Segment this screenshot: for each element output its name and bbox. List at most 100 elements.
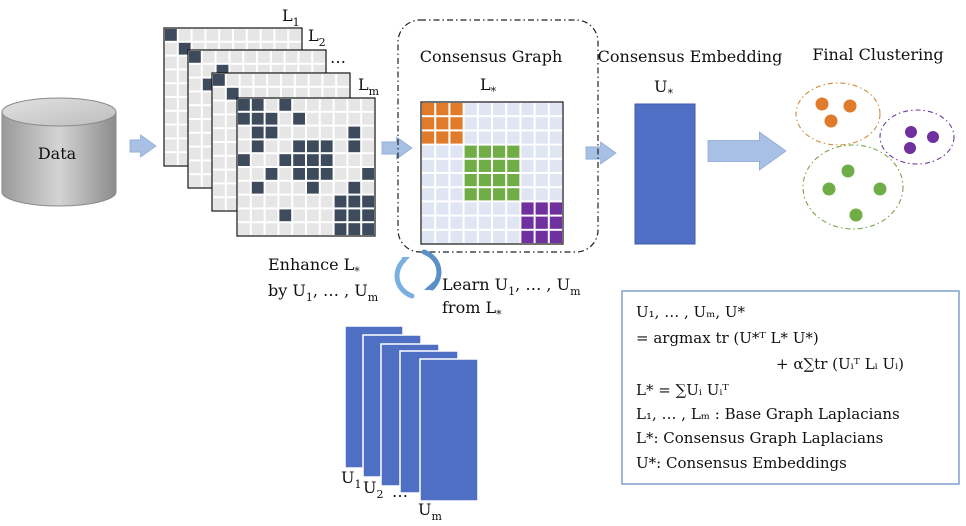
laplacian-cell bbox=[320, 126, 333, 139]
consensus-cell bbox=[493, 159, 506, 172]
laplacian-cell bbox=[213, 156, 225, 169]
enhance-line-2: by U1, … , Um bbox=[268, 281, 379, 304]
consensus-cell bbox=[549, 216, 562, 229]
laplacian-cell bbox=[251, 168, 264, 180]
laplacian-cell bbox=[261, 42, 274, 55]
laplacian-cell bbox=[238, 168, 250, 180]
laplacian-cell bbox=[178, 125, 191, 138]
consensus-cell bbox=[521, 159, 534, 172]
laplacian-cell bbox=[348, 195, 361, 208]
consensus-cell bbox=[422, 131, 435, 144]
laplacian-cell bbox=[202, 147, 215, 160]
consensus-cell bbox=[450, 174, 463, 187]
laplacian-cell bbox=[362, 181, 374, 194]
laplacian-label-2: L2 bbox=[308, 26, 326, 49]
laplacian-cell bbox=[165, 139, 177, 152]
laplacian-cell bbox=[251, 126, 264, 139]
laplacian-cell bbox=[323, 87, 336, 100]
laplacian-cell bbox=[226, 129, 239, 141]
laplacian-cell bbox=[334, 140, 347, 153]
consensus-cell bbox=[450, 131, 463, 144]
laplacian-cell bbox=[307, 223, 319, 235]
laplacian-cell bbox=[362, 112, 374, 125]
data-label: Data bbox=[38, 144, 77, 163]
embedding-block-5 bbox=[419, 358, 479, 502]
laplacian-cell bbox=[307, 99, 319, 111]
laplacian-cell bbox=[240, 87, 253, 100]
laplacian-cell bbox=[279, 181, 292, 194]
consensus-cell bbox=[549, 188, 562, 201]
cluster-orange-outline bbox=[795, 82, 881, 146]
consensus-cell bbox=[521, 216, 534, 229]
consensus-cell bbox=[436, 188, 449, 201]
consensus-embedding-label: U* bbox=[654, 77, 673, 100]
laplacian-cell bbox=[234, 29, 246, 41]
laplacian-cell bbox=[240, 74, 253, 86]
laplacian-cell bbox=[202, 64, 215, 77]
laplacian-cell bbox=[189, 133, 201, 146]
laplacian-cell bbox=[279, 209, 292, 222]
laplacian-cell bbox=[334, 209, 347, 222]
laplacian-cell bbox=[348, 126, 361, 139]
consensus-cell bbox=[436, 230, 449, 243]
consensus-cell bbox=[507, 216, 520, 229]
laplacian-cell bbox=[293, 126, 305, 139]
final-clustering-clusters bbox=[795, 82, 955, 230]
laplacian-cell bbox=[213, 143, 225, 155]
consensus-cell bbox=[464, 188, 477, 201]
laplacian-cell bbox=[309, 74, 322, 86]
laplacian-cell bbox=[247, 42, 260, 55]
refresh-cycle-icon bbox=[394, 249, 442, 299]
consensus-cell bbox=[450, 202, 463, 215]
laplacian-cell bbox=[189, 161, 201, 174]
laplacian-cell bbox=[285, 51, 298, 63]
consensus-cell bbox=[464, 117, 477, 130]
laplacian-cell bbox=[334, 126, 347, 139]
laplacian-matrix-4 bbox=[236, 97, 376, 237]
laplacian-cell bbox=[202, 120, 215, 132]
formula-line-3: + α∑tr (Uᵢᵀ Lᵢ Uᵢ) bbox=[776, 355, 904, 373]
formula-line-1: U₁, … , Uₘ, U* bbox=[636, 303, 746, 321]
laplacian-cell bbox=[265, 209, 278, 222]
consensus-cell bbox=[436, 117, 449, 130]
laplacian-cell bbox=[334, 195, 347, 208]
laplacian-cell bbox=[189, 175, 201, 187]
laplacian-cell bbox=[238, 195, 250, 208]
laplacian-cell bbox=[348, 112, 361, 125]
laplacian-cell bbox=[238, 140, 250, 153]
consensus-cell bbox=[422, 188, 435, 201]
laplacian-cell bbox=[337, 74, 349, 86]
laplacian-cell bbox=[279, 99, 292, 111]
embedding-label-1: U1 bbox=[341, 468, 361, 491]
laplacian-cell bbox=[178, 84, 191, 96]
laplacian-cell bbox=[295, 87, 308, 100]
laplacian-cell bbox=[202, 92, 215, 105]
consensus-cell bbox=[493, 202, 506, 215]
consensus-cell bbox=[549, 117, 562, 130]
enhance-line-1: Enhance L* bbox=[268, 255, 360, 278]
laplacian-cell bbox=[251, 209, 264, 222]
laplacian-cell bbox=[334, 168, 347, 180]
laplacian-cell bbox=[238, 154, 250, 166]
consensus-cell bbox=[422, 117, 435, 130]
consensus-cell bbox=[436, 103, 449, 116]
laplacian-cell bbox=[258, 64, 270, 77]
laplacian-cell bbox=[220, 29, 232, 41]
formula-line-6: L*: Consensus Graph Laplacians bbox=[636, 429, 883, 447]
flow-arrows bbox=[129, 131, 787, 171]
laplacian-cell bbox=[313, 64, 325, 77]
cluster-point-orange bbox=[815, 97, 829, 111]
laplacian-cell bbox=[362, 223, 374, 235]
laplacian-cell bbox=[206, 42, 219, 55]
consensus-cell bbox=[521, 131, 534, 144]
laplacian-cell bbox=[307, 181, 319, 194]
laplacian-cell bbox=[309, 87, 322, 100]
laplacian-cell bbox=[165, 42, 177, 55]
consensus-cell bbox=[521, 117, 534, 130]
consensus-cell bbox=[450, 188, 463, 201]
laplacian-cell bbox=[226, 143, 239, 155]
formula-line-7: U*: Consensus Embeddings bbox=[636, 454, 847, 472]
laplacian-cell bbox=[289, 29, 301, 41]
consensus-cell bbox=[535, 174, 548, 187]
